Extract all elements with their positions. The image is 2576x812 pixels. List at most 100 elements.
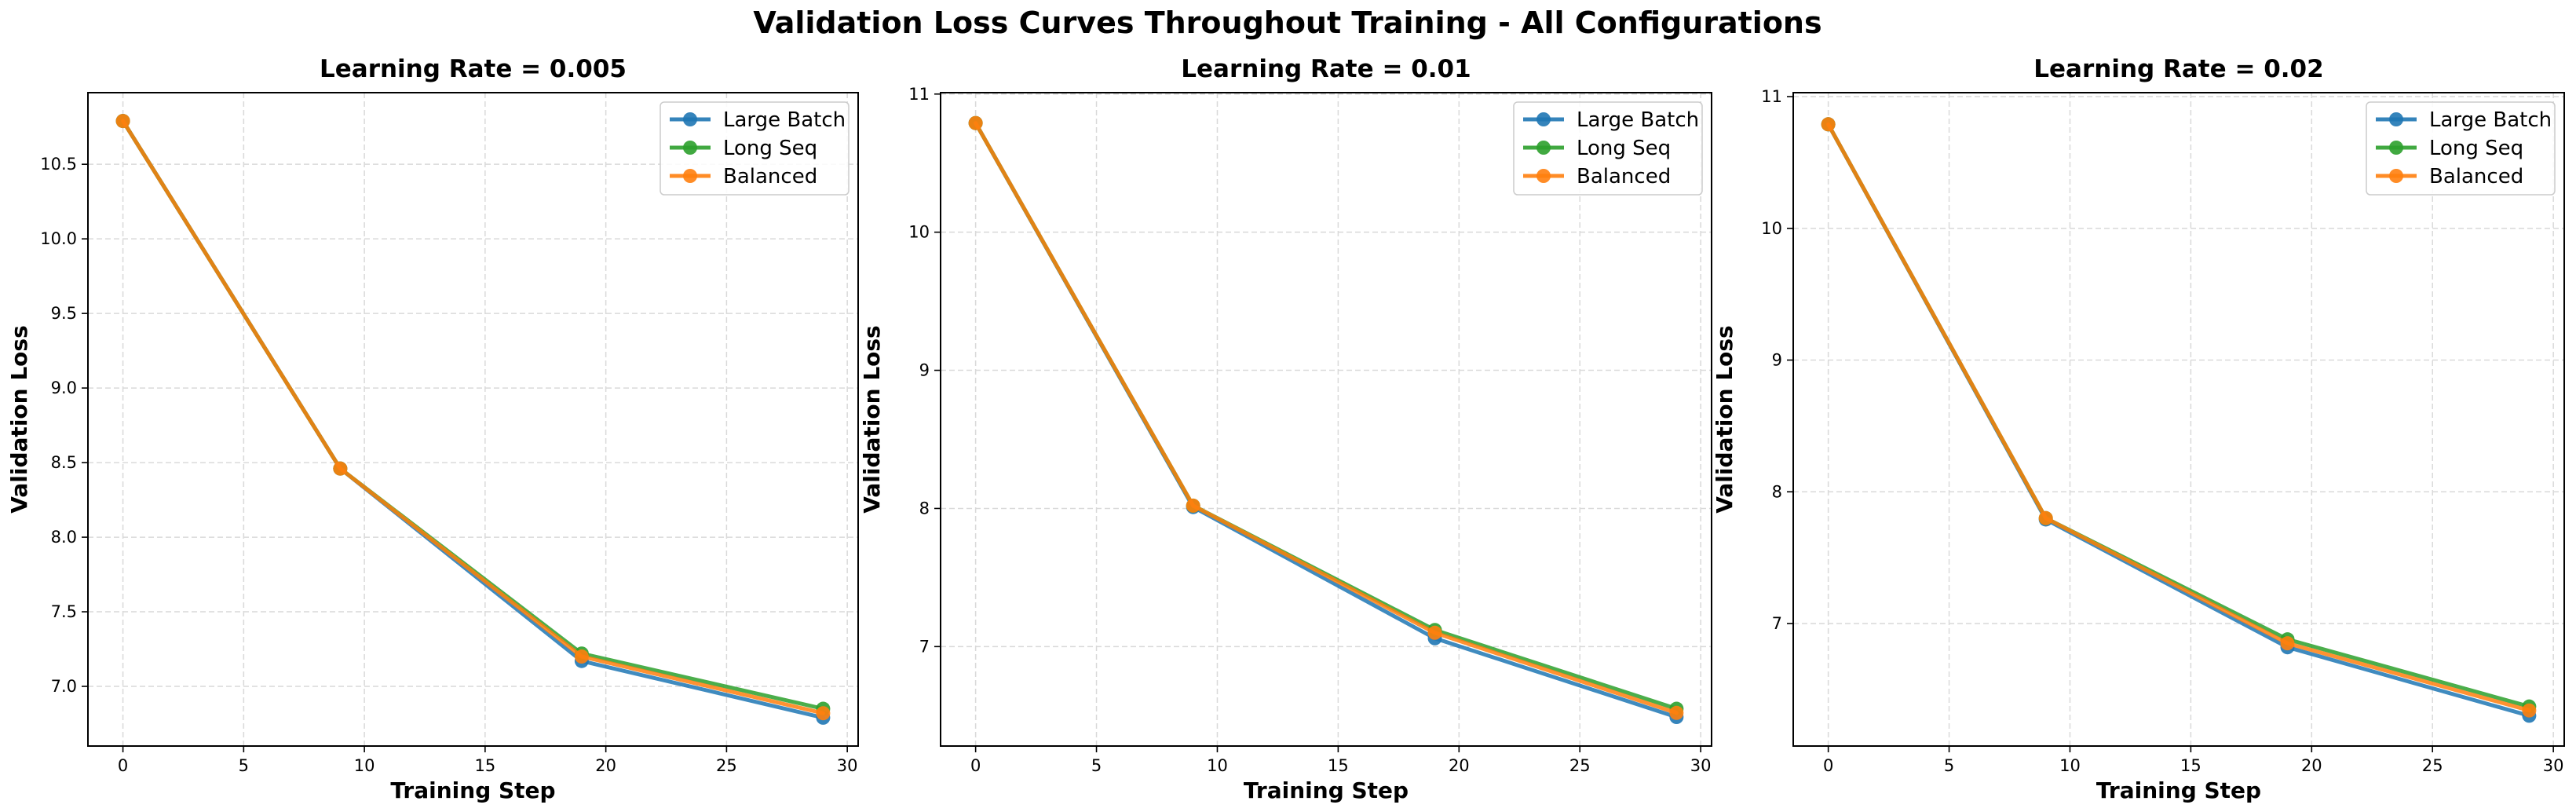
series-line-long-seq (1826, 122, 2531, 709)
data-point-balanced (1669, 705, 1684, 720)
series-line-long-seq (121, 119, 825, 711)
legend-marker (2389, 141, 2403, 155)
y-tick-label: 8.0 (51, 528, 77, 547)
y-tick-label: 9.5 (51, 304, 77, 323)
axes-frame (940, 92, 1712, 747)
legend-marker (683, 141, 697, 155)
legend-marker (683, 112, 697, 126)
y-axis-label: Validation Loss (1712, 325, 1737, 513)
x-tick-label: 30 (837, 756, 858, 775)
legend-label: Balanced (1577, 165, 1671, 188)
legend-label: Large Batch (2429, 108, 2552, 132)
x-tick-label: 30 (2543, 756, 2564, 775)
axes-frame (87, 92, 859, 747)
legend-marker (1536, 112, 1551, 126)
chart-panel: 0 5 10 15 20 25 30 7 8 9 10 11 Learning Rate = 0.01 T… (859, 55, 1712, 803)
y-tick-label: 9.0 (51, 379, 77, 397)
y-tick-label: 7 (919, 637, 930, 656)
legend-marker (2389, 112, 2403, 126)
legend-label: Large Batch (723, 108, 846, 132)
x-tick-label: 20 (595, 756, 616, 775)
data-point-balanced (115, 114, 130, 129)
x-tick-label: 25 (1569, 756, 1591, 775)
data-point-balanced (333, 461, 348, 476)
y-tick-label: 7.0 (51, 677, 77, 696)
data-point-balanced (2038, 510, 2053, 525)
legend-marker (1536, 141, 1551, 155)
chart-panel: 0 5 10 15 20 25 30 7.0 7.5 8.0 8.5 9.0 9.5 10.0 10.5 Le… (6, 55, 859, 803)
legend: Large Batch Long Seq Balanced (1513, 101, 1703, 196)
x-axis-label: Training Step (2096, 777, 2261, 803)
x-tick-label: 5 (239, 756, 249, 775)
y-tick-label: 11 (908, 85, 930, 104)
data-point-balanced (1821, 117, 1836, 132)
legend-box (1513, 101, 1703, 196)
legend: Large Batch Long Seq Balanced (660, 101, 850, 196)
x-tick-label: 10 (1207, 756, 1228, 775)
y-tick-label: 9 (919, 361, 930, 380)
y-tick-label: 8 (1772, 482, 1782, 501)
data-point-balanced (1427, 625, 1442, 640)
y-tick-label: 10 (1761, 219, 1782, 238)
legend-label: Long Seq (723, 137, 817, 160)
legend-box (2366, 101, 2556, 196)
series-line-large-batch (974, 121, 1679, 719)
legend: Large Batch Long Seq Balanced (2366, 101, 2556, 196)
chart-title: Learning Rate = 0.005 (320, 55, 627, 83)
data-point-balanced (2522, 703, 2537, 718)
legend-box (660, 101, 850, 196)
x-tick-label: 30 (1690, 756, 1712, 775)
y-tick-label: 7.5 (51, 602, 77, 621)
chart-panel: 0 5 10 15 20 25 30 7 8 9 10 11 Learning Rate = 0.02 T… (1712, 55, 2565, 803)
y-axis-label: Validation Loss (6, 325, 32, 513)
data-point-balanced (968, 115, 983, 130)
chart-title: Learning Rate = 0.01 (1181, 55, 1471, 83)
x-tick-label: 0 (1823, 756, 1833, 775)
data-point-balanced (574, 649, 589, 664)
x-axis-label: Training Step (390, 777, 555, 803)
x-tick-label: 25 (716, 756, 737, 775)
x-tick-label: 5 (1091, 756, 1102, 775)
legend-label: Long Seq (2429, 137, 2523, 160)
series-line-large-batch (1826, 122, 2531, 718)
series-line-balanced (1826, 122, 2531, 713)
y-tick-label: 10.5 (40, 155, 77, 174)
legend-label: Long Seq (1577, 137, 1671, 160)
y-tick-label: 8.5 (51, 453, 77, 472)
x-tick-label: 0 (118, 756, 128, 775)
x-tick-label: 10 (354, 756, 375, 775)
chart-title: Learning Rate = 0.02 (2033, 55, 2323, 83)
y-tick-label: 7 (1772, 614, 1782, 633)
x-tick-label: 20 (1449, 756, 1470, 775)
x-tick-label: 10 (2059, 756, 2081, 775)
axes-frame (1792, 92, 2565, 747)
x-tick-label: 15 (1328, 756, 1349, 775)
series-line-large-batch (121, 119, 825, 720)
legend-marker (2389, 169, 2403, 183)
x-tick-label: 5 (1944, 756, 1954, 775)
series-line-balanced (121, 119, 825, 715)
series-line-balanced (974, 121, 1679, 715)
y-tick-label: 10.0 (40, 229, 77, 248)
legend-label: Balanced (723, 165, 817, 188)
x-tick-label: 25 (2422, 756, 2443, 775)
x-tick-label: 20 (2301, 756, 2322, 775)
data-point-balanced (1186, 498, 1200, 513)
y-tick-label: 9 (1772, 351, 1782, 370)
y-axis-label: Validation Loss (859, 325, 885, 513)
data-point-balanced (2280, 636, 2295, 651)
y-tick-label: 10 (908, 223, 930, 242)
y-tick-label: 11 (1761, 87, 1782, 106)
data-point-balanced (816, 706, 831, 721)
legend-marker (683, 169, 697, 183)
legend-label: Balanced (2429, 165, 2523, 188)
legend-label: Large Batch (1577, 108, 1699, 132)
series-line-long-seq (974, 121, 1679, 711)
y-tick-label: 8 (919, 499, 930, 518)
legend-marker (1536, 169, 1551, 183)
x-tick-label: 15 (475, 756, 496, 775)
x-tick-label: 0 (970, 756, 981, 775)
figure-suptitle: Validation Loss Curves Throughout Traini… (753, 5, 1821, 40)
x-tick-label: 15 (2180, 756, 2201, 775)
